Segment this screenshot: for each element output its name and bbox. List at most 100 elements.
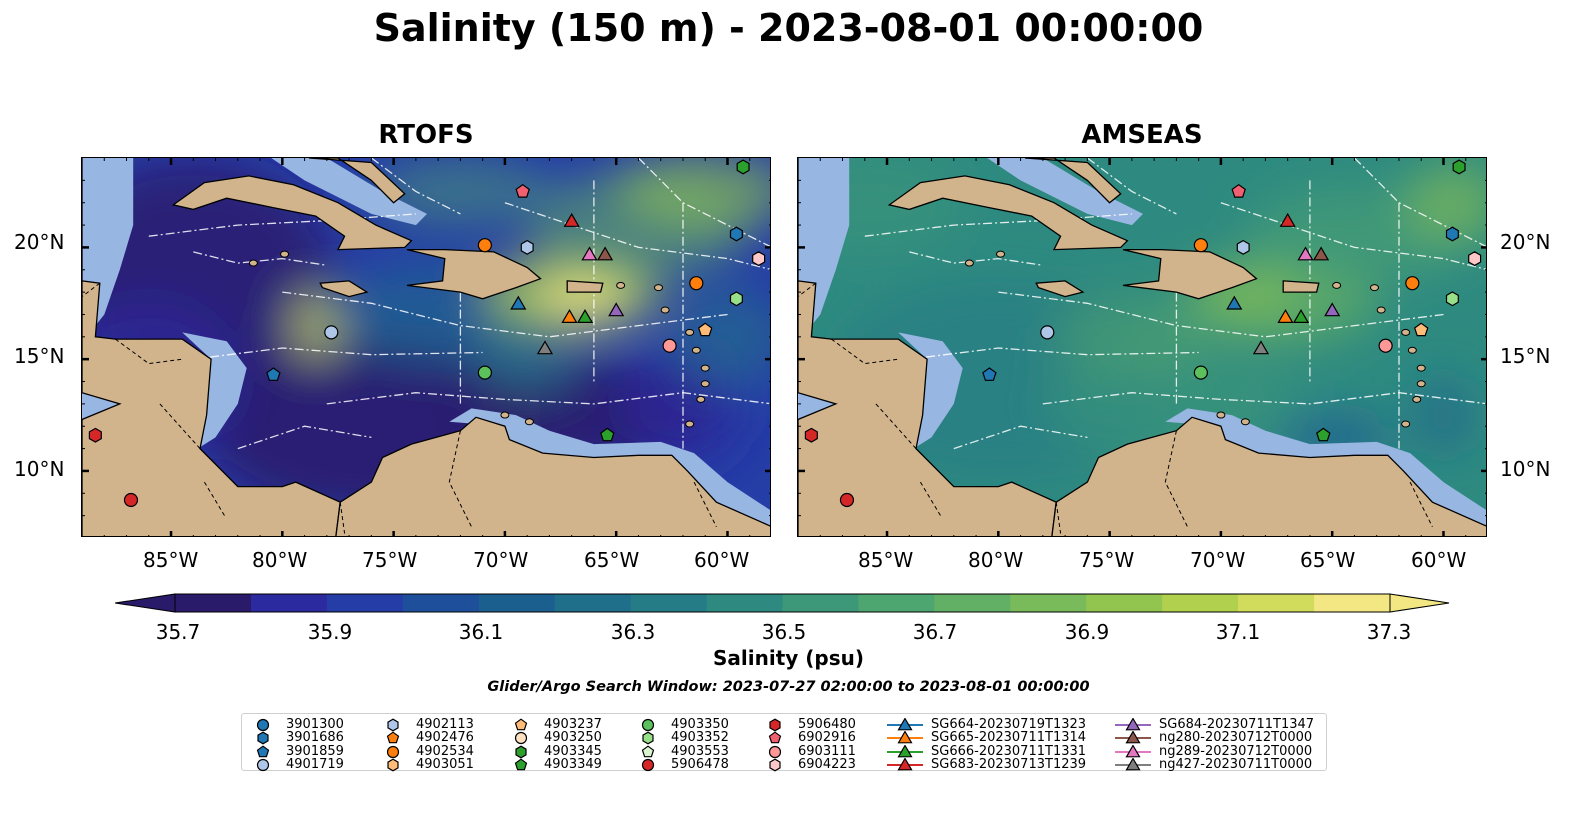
legend-label: 6904223: [798, 756, 856, 772]
small-island: [1412, 395, 1422, 403]
legend-marker-icon: [1115, 718, 1151, 731]
legend-label: SG665-20230711T1314: [931, 730, 1087, 746]
figure-title: Salinity (150 m) - 2023-08-01 00:00:00: [373, 6, 1204, 50]
country-border: [339, 502, 346, 534]
country-border: [159, 403, 201, 449]
observation-marker: [477, 365, 492, 380]
observation-marker: [515, 183, 530, 198]
colorbar-segment: [858, 594, 935, 612]
observation-marker: [1378, 338, 1393, 353]
legend-marker-icon: [515, 745, 527, 759]
observation-marker: [662, 338, 677, 353]
observation-marker: [1277, 309, 1294, 323]
colorbar-segment: [706, 594, 783, 612]
eez-boundary: [1087, 158, 1177, 215]
lon-label-65w-left: 65°W: [584, 548, 640, 572]
legend-label: ng280-20230712T0000: [1159, 730, 1313, 746]
eez-boundary: [326, 392, 770, 405]
eez-boundary: [864, 213, 1132, 237]
observation-marker: [608, 302, 625, 317]
legend-label: 3901300: [286, 717, 344, 732]
panel-title-amseas: AMSEAS: [1081, 120, 1203, 150]
lon-label-75w-right: 75°W: [1079, 548, 1135, 572]
land-jamaica: [1035, 280, 1085, 298]
legend-marker: [897, 757, 913, 771]
legend-label: 4903352: [671, 730, 729, 746]
legend-marker: [641, 718, 655, 732]
colorbar-segment: [1314, 594, 1391, 612]
observation-marker: [563, 212, 580, 227]
lon-label-70w-left: 70°W: [473, 548, 529, 572]
colorbar-tick-36-3: 36.3: [610, 620, 656, 644]
legend-label: 4903345: [544, 743, 602, 759]
observation-marker: [1279, 212, 1296, 227]
legend-label: 4903250: [544, 730, 602, 746]
legend-marker: [642, 731, 654, 745]
legend-marker-icon: [387, 718, 399, 732]
colorbar-segment: [782, 594, 859, 612]
legend-marker: [641, 745, 655, 757]
country-border: [693, 481, 717, 528]
legend-marker-icon: [256, 758, 270, 771]
eez-boundary: [638, 158, 770, 248]
land-southam: [1051, 416, 1486, 536]
shelf-venezuela: [1165, 408, 1486, 526]
observation-marker: [736, 159, 750, 175]
small-island: [996, 250, 1006, 258]
small-island: [500, 411, 510, 419]
land-central: [82, 158, 341, 536]
small-island: [700, 364, 710, 372]
observation-marker: [1405, 276, 1420, 291]
legend-marker-icon: [769, 718, 781, 732]
lat-label-20n-left: 20°N: [14, 230, 65, 254]
legend-marker-icon: [386, 731, 400, 744]
colorbar-label: Salinity (psu): [712, 646, 864, 670]
legend-marker: [386, 731, 400, 744]
eez-boundary: [504, 202, 770, 270]
lon-label-85w-right: 85°W: [858, 548, 914, 572]
legend-marker: [1125, 744, 1141, 758]
small-island: [653, 284, 663, 292]
country-border: [1409, 481, 1433, 528]
observation-marker: [1040, 325, 1055, 340]
observation-marker: [729, 291, 743, 307]
legend-marker-icon: [257, 731, 269, 745]
panel-title-rtofs: RTOFS: [378, 120, 474, 150]
legend-label: 4903237: [544, 717, 602, 732]
observation-marker: [689, 276, 704, 291]
legend-marker: [514, 758, 528, 771]
legend-marker: [768, 731, 782, 744]
colorbar-segment: [934, 594, 1011, 612]
eez-boundary: [1042, 392, 1486, 405]
lat-label-15n-left: 15°N: [14, 344, 65, 368]
observation-marker: [697, 322, 713, 337]
legend-marker-icon: [514, 718, 528, 731]
observation-marker: [1297, 246, 1314, 261]
legend-marker-icon: [256, 745, 270, 757]
legend-marker-icon: [642, 731, 654, 745]
lon-label-65w-right: 65°W: [1300, 548, 1356, 572]
observation-marker: [1324, 302, 1341, 317]
legend-marker: [769, 718, 781, 732]
legend-marker-icon: [387, 758, 399, 772]
small-island: [700, 380, 710, 388]
observation-marker: [581, 246, 598, 261]
map-panel-amseas: [797, 157, 1487, 537]
legend-label: SG684-20230711T1347: [1159, 717, 1315, 732]
observation-marker: [752, 251, 766, 267]
colorbar-segment: [554, 594, 632, 612]
land-jamaica: [319, 280, 369, 298]
legend-marker: [515, 745, 527, 759]
country-border: [1164, 430, 1188, 528]
observation-marker: [1316, 427, 1331, 442]
legend-marker-icon: [1115, 757, 1151, 771]
land-cuba: [171, 175, 413, 251]
shelf-nicaragua: [898, 332, 963, 449]
map-svg-amseas: [798, 158, 1486, 536]
lon-label-60w-left: 60°W: [694, 548, 750, 572]
country-border: [1055, 502, 1062, 534]
colorbar-segment: [402, 594, 480, 612]
country-border: [875, 403, 917, 449]
small-island: [1332, 281, 1342, 289]
colorbar-segment: [1086, 594, 1163, 612]
